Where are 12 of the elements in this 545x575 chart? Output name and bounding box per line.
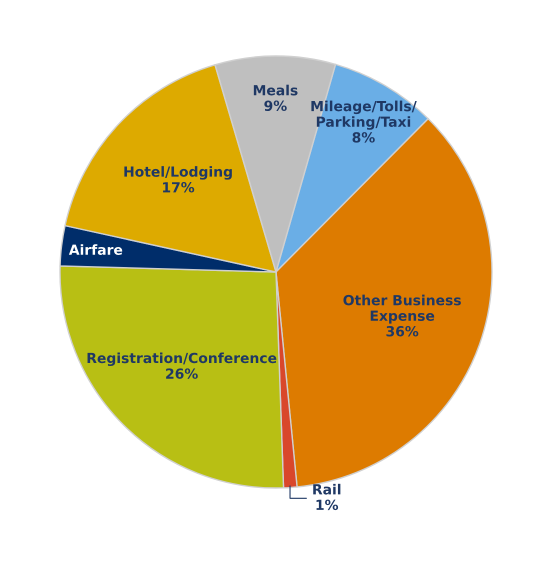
slice-label: Rail xyxy=(313,484,340,495)
data-label: 17% xyxy=(163,182,194,193)
slice-label: Registration/Conference xyxy=(88,352,276,366)
slice-label: Meals xyxy=(254,84,298,96)
slice-label: Other Business Expense xyxy=(343,294,461,324)
slice-label: Airfare xyxy=(68,244,122,255)
data-label: 8% xyxy=(352,132,375,143)
slice-label: Hotel/Lodging xyxy=(124,166,232,180)
data-label: 9% xyxy=(264,100,287,112)
data-label: 1% xyxy=(316,500,338,510)
data-label: 36% xyxy=(386,326,418,337)
data-label: 26% xyxy=(166,368,198,379)
